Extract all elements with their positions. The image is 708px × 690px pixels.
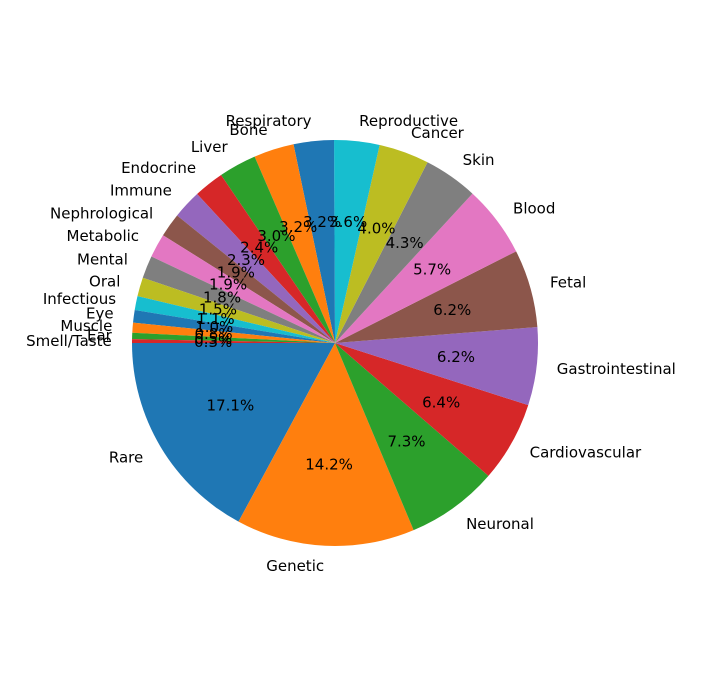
pie-slice-cancer [335, 144, 428, 343]
category-label-rare: Rare [109, 448, 143, 466]
pie-slice-fetal [335, 251, 538, 343]
percent-label-mental: 1.8% [203, 288, 241, 306]
category-label-endocrine: Endocrine [121, 159, 196, 177]
category-label-eye: Eye [86, 305, 114, 323]
pie-slice-ear [132, 332, 335, 343]
pie-slice-metabolic [151, 235, 335, 343]
pie-slice-bone [254, 144, 335, 343]
percent-label-rare: 17.1% [207, 396, 255, 414]
percent-label-bone: 3.2% [279, 218, 317, 236]
pie-slices [132, 139, 538, 547]
percent-label-metabolic: 1.9% [209, 276, 247, 294]
percent-label-cancer: 4.0% [357, 219, 395, 237]
pie-slice-oral [137, 277, 335, 343]
pie-slice-rare [132, 343, 335, 522]
category-label-smell-taste: Smell/Taste [26, 332, 112, 350]
pie-slice-cardiovascular [335, 343, 529, 476]
category-label-infectious: Infectious [43, 290, 116, 308]
pie-slice-neuronal [335, 343, 489, 531]
percent-label-nephrological: 1.9% [217, 263, 255, 281]
category-label-nephrological: Nephrological [50, 204, 153, 222]
percent-label-skin: 4.3% [386, 234, 424, 252]
pie-slice-skin [335, 162, 473, 343]
percent-label-fetal: 6.2% [433, 301, 471, 319]
percent-label-neuronal: 7.3% [387, 433, 425, 451]
pie-slice-genetic [238, 343, 414, 547]
percent-label-gastrointestinal: 6.2% [437, 348, 475, 366]
pie-slice-eye [133, 309, 335, 343]
category-labels: Rare Genetic Neuronal Cardiovascular Gastroi… [26, 112, 676, 575]
pie-slice-liver [221, 156, 335, 343]
category-label-respiratory: Respiratory [226, 112, 312, 130]
category-label-ear: Ear [87, 326, 113, 344]
category-label-skin: Skin [463, 151, 495, 169]
category-label-reproductive: Reproductive [359, 112, 458, 130]
pie-slice-muscle [132, 322, 335, 343]
category-label-metabolic: Metabolic [67, 227, 140, 245]
category-label-mental: Mental [77, 250, 128, 268]
category-label-muscle: Muscle [60, 317, 112, 335]
pie-slice-smell-taste [132, 339, 335, 343]
percent-label-oral: 1.5% [199, 300, 237, 318]
percent-label-immune: 2.3% [227, 251, 265, 269]
percent-label-genetic: 14.2% [305, 456, 353, 474]
pie-slice-reproductive [334, 139, 380, 343]
category-label-liver: Liver [191, 138, 229, 156]
percent-label-reproductive: 3.6% [329, 213, 367, 231]
percent-label-cardiovascular: 6.4% [422, 394, 460, 412]
percent-label-blood: 5.7% [413, 261, 451, 279]
percent-label-infectious: 1.1% [197, 310, 235, 328]
category-label-bone: Bone [229, 121, 267, 139]
percent-label-respiratory: 3.2% [303, 213, 341, 231]
pie-slice-respiratory [293, 140, 335, 343]
category-label-immune: Immune [110, 182, 172, 200]
percent-label-ear: 0.5% [194, 330, 232, 348]
percent-labels: 17.1%14.2%7.3%6.4%6.2%6.2%5.7%4.3%4.0%3.… [194, 213, 475, 474]
pie-slice-gastrointestinal [335, 327, 538, 406]
pie-slice-blood [335, 193, 517, 343]
pie-slice-mental [142, 256, 335, 343]
pie-slice-nephrological [162, 215, 335, 343]
category-label-genetic: Genetic [266, 557, 324, 575]
percent-label-smell-taste: 0.3% [194, 333, 232, 351]
percent-label-muscle: 0.8% [194, 325, 232, 343]
percent-label-eye: 1.0% [195, 318, 233, 336]
percent-label-liver: 3.0% [257, 227, 295, 245]
category-label-gastrointestinal: Gastrointestinal [557, 360, 676, 378]
category-label-oral: Oral [89, 272, 120, 290]
pie-slice-endocrine [197, 174, 335, 343]
category-label-blood: Blood [513, 199, 555, 217]
category-label-fetal: Fetal [550, 274, 586, 292]
pie-slice-immune [177, 194, 335, 343]
percent-label-endocrine: 2.4% [240, 239, 278, 257]
category-label-neuronal: Neuronal [466, 515, 534, 533]
pie-slice-infectious [134, 296, 335, 343]
category-label-cancer: Cancer [411, 124, 465, 142]
category-label-cardiovascular: Cardiovascular [530, 444, 642, 462]
